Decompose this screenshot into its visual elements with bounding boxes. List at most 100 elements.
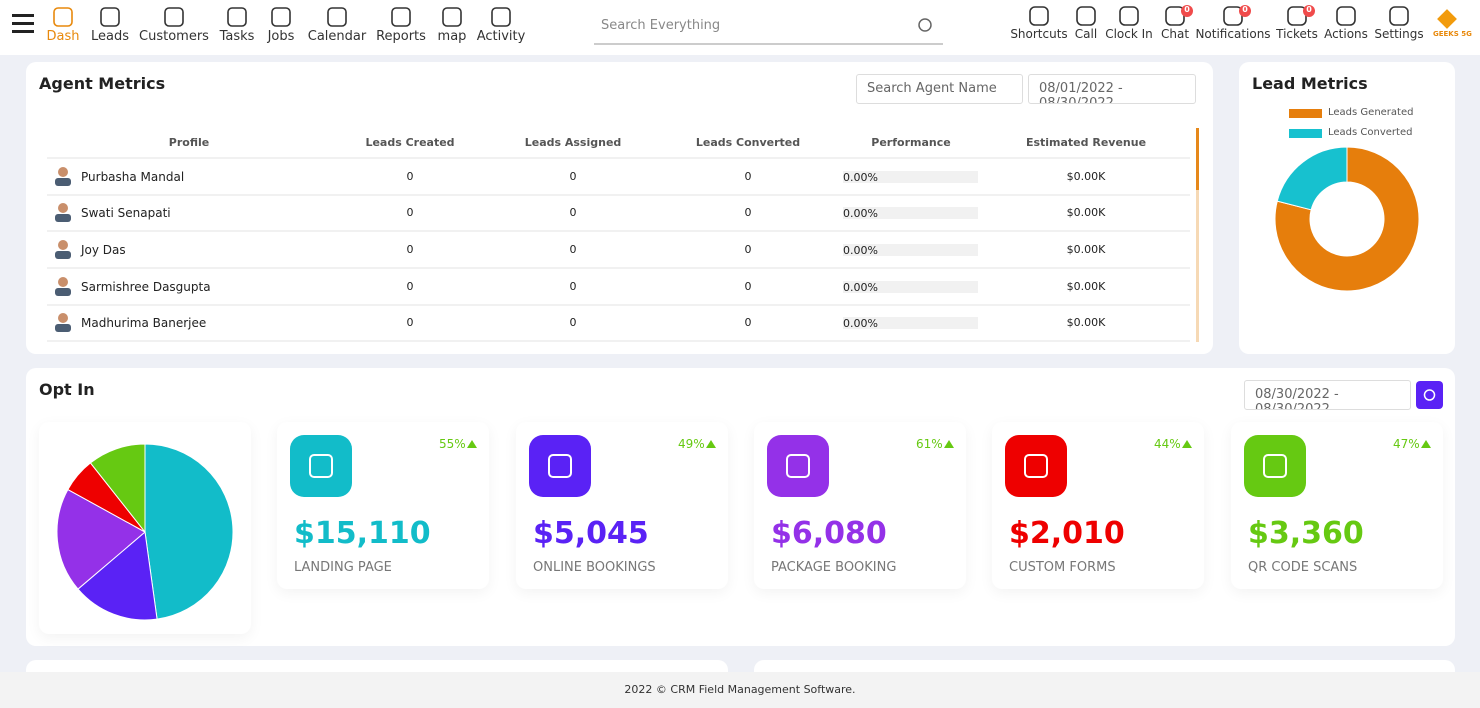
cell: 0 (744, 206, 752, 219)
cell: 0 (406, 316, 414, 329)
logo: GEEKS 5G (1433, 30, 1472, 38)
card-icon-bg (1005, 435, 1067, 497)
menu-icon[interactable] (12, 14, 34, 17)
cell: 0 (569, 206, 577, 219)
search-icon (918, 18, 932, 32)
nav-item[interactable]: Calendar (307, 29, 367, 44)
cell: 0 (406, 280, 414, 293)
card-value: $3,360 (1248, 516, 1364, 551)
change-percent: 55% (439, 437, 466, 451)
card-label: QR CODE SCANS (1248, 560, 1358, 575)
performance: 0.00% (843, 207, 878, 220)
nav-icon (271, 7, 291, 27)
progress-track (843, 281, 978, 293)
card-value: $15,110 (294, 516, 431, 551)
card-label: LANDING PAGE (294, 560, 392, 575)
nav-item[interactable]: Actions (1324, 27, 1368, 41)
cell: $0.00K (1066, 243, 1106, 256)
nav-item[interactable]: Shortcuts (1010, 27, 1068, 41)
nav-item[interactable]: Customers (139, 29, 209, 44)
change-percent: 47% (1393, 437, 1420, 451)
nav-item[interactable]: Leads (90, 29, 130, 44)
change-percent: 44% (1154, 437, 1181, 451)
nav-item[interactable]: Activity (476, 29, 526, 44)
avatar-body (55, 178, 71, 186)
card-icon (548, 454, 572, 478)
column-header: Profile (168, 136, 210, 149)
cell: 0 (406, 206, 414, 219)
avatar-body (55, 324, 71, 332)
nav-item[interactable]: Tasks (219, 29, 255, 44)
card-icon-bg (290, 435, 352, 497)
avatar-head (58, 277, 68, 287)
date-range[interactable]: 08/30/2022 - 08/30/2022 (1244, 380, 1411, 410)
nav-item[interactable]: Tickets (1276, 27, 1318, 41)
lead-panel (1239, 62, 1455, 354)
legend-label: Leads Generated (1328, 107, 1414, 118)
progress-track (843, 171, 978, 183)
avatar-head (58, 203, 68, 213)
progress-track (843, 207, 978, 219)
performance: 0.00% (843, 244, 878, 257)
nav-item[interactable]: Call (1074, 27, 1098, 41)
card-icon (786, 454, 810, 478)
nav-icon (53, 7, 73, 27)
up-arrow (706, 440, 716, 448)
nav-item[interactable]: Dash (46, 29, 80, 44)
cell: 0 (569, 170, 577, 183)
nav-icon (391, 7, 411, 27)
card-label: CUSTOM FORMS (1009, 560, 1116, 575)
legend-swatch (1289, 109, 1322, 118)
footer-text: 2022 © CRM Field Management Software. (624, 683, 856, 696)
card-icon-bg (529, 435, 591, 497)
nav-icon (327, 7, 347, 27)
up-arrow (1421, 440, 1431, 448)
badge (1239, 5, 1251, 17)
logo-mark (1437, 9, 1457, 29)
search-input[interactable]: Search Everything (601, 18, 721, 33)
change-percent: 49% (678, 437, 705, 451)
nav-item[interactable]: Clock In (1105, 27, 1153, 41)
scroll-thumb (1196, 128, 1199, 190)
card-value: $5,045 (533, 516, 649, 551)
agent-name: Swati Senapati (81, 206, 171, 220)
nav-icon (1076, 6, 1096, 26)
progress-track (843, 244, 978, 256)
nav-item[interactable]: map (437, 29, 467, 44)
progress-track (843, 317, 978, 329)
agent-search[interactable]: Search Agent Name (856, 74, 1023, 104)
date-range[interactable]: 08/01/2022 - 08/30/2022 (1028, 74, 1196, 104)
scroll-track (1196, 128, 1199, 342)
badge-count: 0 (1242, 5, 1248, 14)
nav-icon (491, 7, 511, 27)
badge-count: 0 (1184, 5, 1190, 14)
column-header: Estimated Revenue (1025, 136, 1147, 149)
nav-icon (442, 7, 462, 27)
panel-title: Lead Metrics (1252, 74, 1368, 93)
badge-count: 0 (1306, 5, 1312, 14)
column-header: Leads Converted (695, 136, 801, 149)
nav-item[interactable]: Jobs (267, 29, 295, 44)
cell: $0.00K (1066, 280, 1106, 293)
nav-item[interactable]: Chat (1160, 27, 1190, 41)
column-header: Leads Assigned (524, 136, 622, 149)
card-icon-bg (767, 435, 829, 497)
nav-icon (1029, 6, 1049, 26)
nav-item[interactable]: Notifications (1195, 27, 1271, 41)
nav-item[interactable]: Reports (376, 29, 426, 44)
pie-slice (144, 443, 234, 620)
agent-name: Joy Das (81, 243, 126, 257)
performance: 0.00% (843, 317, 878, 330)
panel-title: Agent Metrics (39, 74, 166, 93)
settings-icon (1423, 389, 1436, 401)
cell: 0 (744, 316, 752, 329)
cell: 0 (744, 280, 752, 293)
badge (1303, 5, 1315, 17)
column-header: Performance (871, 136, 951, 149)
avatar-body (55, 214, 71, 222)
optin-panel (26, 368, 1455, 646)
card-value: $2,010 (1009, 516, 1125, 551)
nav-item[interactable]: Settings (1374, 27, 1424, 41)
